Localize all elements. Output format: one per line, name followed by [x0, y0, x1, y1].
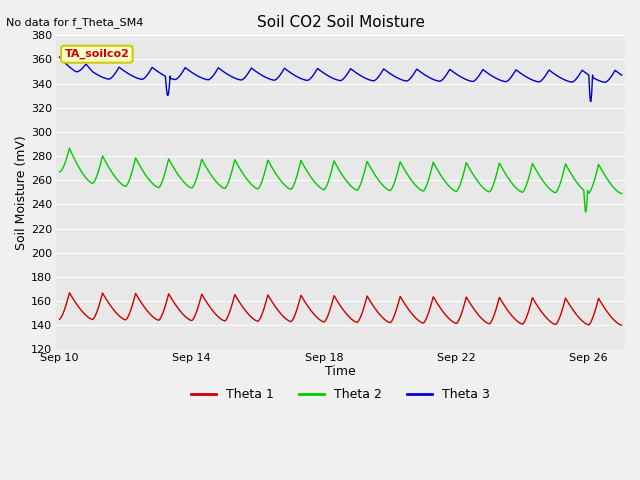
X-axis label: Time: Time — [325, 365, 356, 378]
Y-axis label: Soil Moisture (mV): Soil Moisture (mV) — [15, 135, 28, 250]
Text: No data for f_Theta_SM4: No data for f_Theta_SM4 — [6, 17, 144, 28]
Text: TA_soilco2: TA_soilco2 — [65, 49, 129, 60]
Legend: Theta 1, Theta 2, Theta 3: Theta 1, Theta 2, Theta 3 — [186, 383, 495, 406]
Title: Soil CO2 Soil Moisture: Soil CO2 Soil Moisture — [257, 15, 424, 30]
